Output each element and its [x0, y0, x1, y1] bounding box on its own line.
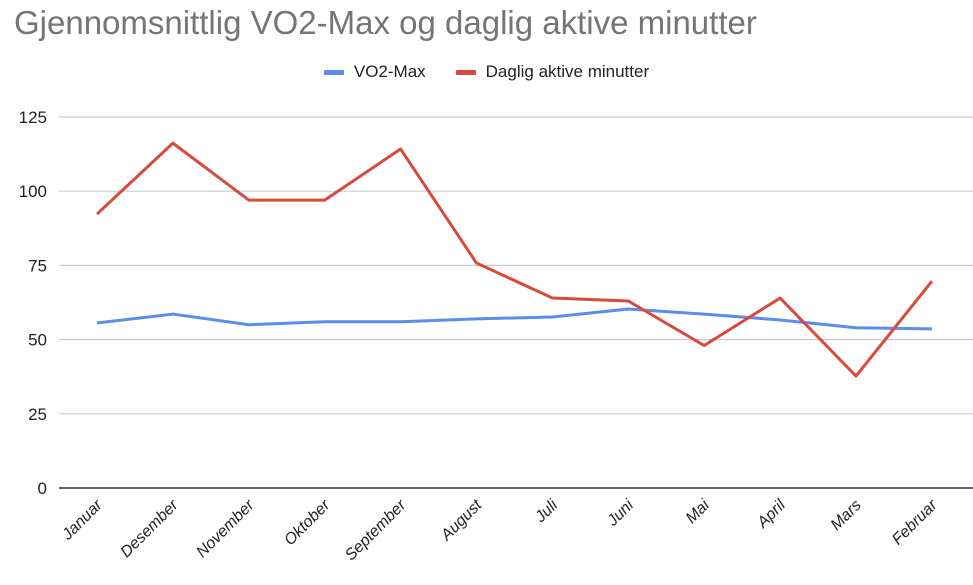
x-tick-label: Mars: [828, 497, 865, 534]
legend-swatch-icon: [455, 69, 476, 75]
chart-title: Gjennomsnittlig VO2-Max og daglig aktive…: [14, 4, 757, 41]
x-tick-label: April: [754, 496, 790, 532]
legend-item-vo2max[interactable]: VO2-Max: [323, 62, 426, 82]
y-tick-label: 50: [28, 331, 47, 350]
x-tick-label: Desember: [118, 496, 183, 561]
x-tick-label: Juni: [604, 496, 638, 530]
series-line-active-minutes[interactable]: [95, 141, 934, 378]
x-tick-label: Mai: [683, 496, 714, 527]
x-tick-label: September: [342, 496, 410, 564]
legend-item-active-minutes[interactable]: Daglig aktive minutter: [455, 62, 650, 82]
y-tick-label: 75: [28, 256, 47, 275]
y-tick-label: 25: [28, 405, 47, 424]
x-tick-label: Februar: [889, 496, 941, 548]
x-tick-label: Oktober: [281, 496, 334, 549]
y-tick-label: 100: [19, 182, 47, 201]
y-tick-label: 125: [19, 108, 47, 127]
legend-swatch-icon: [323, 69, 344, 75]
series-line-vo2max[interactable]: [96, 307, 932, 331]
x-tick-label: November: [193, 496, 258, 561]
legend: VO2-Max Daglig aktive minutter: [0, 62, 973, 82]
y-tick-label: 0: [38, 479, 47, 498]
legend-label: Daglig aktive minutter: [485, 62, 650, 81]
x-tick-label: August: [437, 496, 485, 544]
x-tick-label: Juli: [532, 496, 562, 526]
x-tick-label: Januar: [59, 496, 107, 544]
legend-label: VO2-Max: [353, 62, 426, 81]
